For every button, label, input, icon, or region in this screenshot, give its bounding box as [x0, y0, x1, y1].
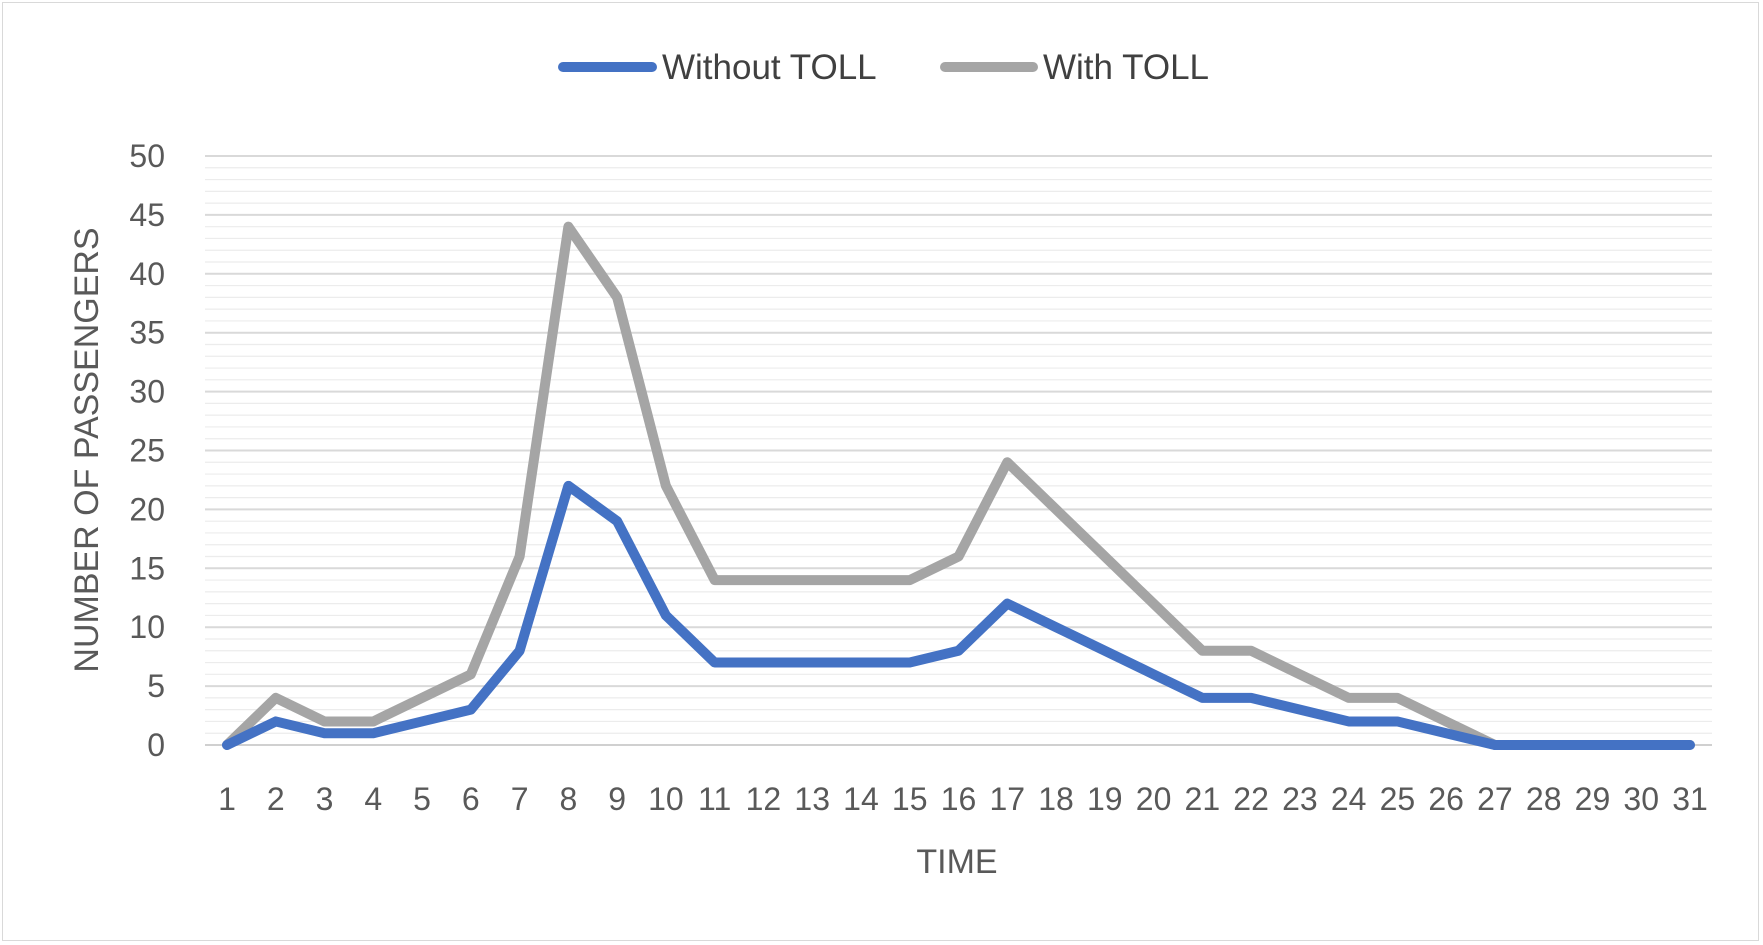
y-axis-title: NUMBER OF PASSENGERS — [68, 227, 106, 672]
x-axis-tick-labels: 1 2 3 4 5 6 7 8 9 10 11 12 13 14 15 16 17 18 19 20 21 22 23 24 2… — [218, 781, 1708, 817]
legend-label-without-toll: Without TOLL — [662, 48, 877, 87]
x-tick-label: 25 — [1380, 781, 1416, 817]
y-tick-label: 10 — [129, 609, 165, 645]
x-tick-label: 26 — [1428, 781, 1464, 817]
x-tick-label: 24 — [1331, 781, 1367, 817]
x-tick-label: 23 — [1282, 781, 1318, 817]
y-tick-label: 15 — [129, 550, 165, 586]
major-gridlines — [205, 155, 1712, 746]
x-tick-label: 14 — [843, 781, 879, 817]
x-tick-label: 3 — [316, 781, 334, 817]
legend-label-with-toll: With TOLL — [1043, 48, 1209, 87]
x-tick-label: 30 — [1623, 781, 1659, 817]
x-tick-label: 5 — [413, 781, 431, 817]
x-tick-label: 16 — [941, 781, 977, 817]
series-line-with-toll — [222, 221, 1695, 750]
x-tick-label: 18 — [1038, 781, 1074, 817]
y-tick-label: 35 — [129, 315, 165, 351]
y-tick-label: 30 — [129, 374, 165, 410]
y-tick-label: 25 — [129, 433, 165, 469]
x-tick-label: 7 — [511, 781, 529, 817]
y-tick-label: 40 — [129, 256, 165, 292]
x-tick-label: 17 — [989, 781, 1025, 817]
x-tick-label: 28 — [1526, 781, 1562, 817]
x-tick-label: 27 — [1477, 781, 1513, 817]
x-tick-label: 2 — [267, 781, 285, 817]
x-tick-label: 20 — [1136, 781, 1172, 817]
x-tick-label: 11 — [698, 781, 731, 817]
x-tick-label: 15 — [892, 781, 928, 817]
y-tick-label: 0 — [147, 727, 165, 763]
x-tick-label: 29 — [1575, 781, 1611, 817]
y-tick-label: 20 — [129, 491, 165, 527]
x-tick-label: 8 — [559, 781, 577, 817]
x-axis-title: TIME — [916, 843, 997, 881]
x-tick-label: 31 — [1672, 781, 1708, 817]
series-line-without-toll — [222, 480, 1695, 750]
legend-item-without-toll[interactable]: Without TOLL — [558, 48, 877, 87]
x-tick-label: 6 — [462, 781, 480, 817]
legend-item-with-toll[interactable]: With TOLL — [940, 48, 1209, 87]
x-tick-label: 21 — [1185, 781, 1221, 817]
x-tick-label: 13 — [794, 781, 830, 817]
y-tick-label: 45 — [129, 197, 165, 233]
y-axis-tick-labels: 0 5 10 15 20 25 30 35 40 45 50 — [129, 138, 165, 763]
series-lines — [222, 221, 1695, 750]
y-tick-label: 50 — [129, 138, 165, 174]
legend[interactable]: Without TOLL With TOLL — [558, 48, 1209, 87]
y-tick-label: 5 — [147, 668, 165, 704]
x-tick-label: 1 — [218, 781, 236, 817]
x-tick-label: 19 — [1087, 781, 1123, 817]
x-tick-label: 12 — [746, 781, 782, 817]
x-tick-label: 22 — [1233, 781, 1269, 817]
x-tick-label: 4 — [364, 781, 382, 817]
x-tick-label: 9 — [608, 781, 626, 817]
x-tick-label: 10 — [648, 781, 684, 817]
